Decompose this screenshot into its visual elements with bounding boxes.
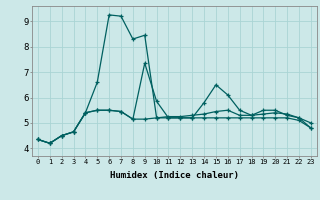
X-axis label: Humidex (Indice chaleur): Humidex (Indice chaleur) (110, 171, 239, 180)
